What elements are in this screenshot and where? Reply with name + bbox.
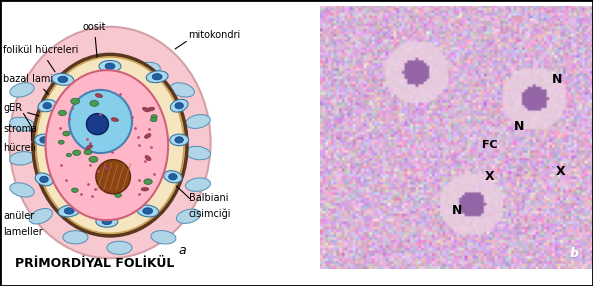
Ellipse shape [58,140,64,144]
Ellipse shape [33,54,187,236]
Text: b: b [569,247,578,260]
Ellipse shape [29,208,52,224]
Ellipse shape [10,183,34,197]
Ellipse shape [38,100,56,112]
Ellipse shape [170,99,188,112]
Ellipse shape [58,76,68,83]
Ellipse shape [137,205,158,217]
Text: stroma: stroma [3,124,37,134]
Ellipse shape [71,98,79,104]
Ellipse shape [63,231,88,244]
Ellipse shape [106,160,113,164]
Ellipse shape [186,115,211,128]
Ellipse shape [9,27,211,258]
Ellipse shape [52,74,74,85]
Ellipse shape [72,188,78,192]
Text: hücreleri: hücreleri [3,143,46,153]
Ellipse shape [9,152,34,165]
Text: N: N [451,204,462,217]
Ellipse shape [147,107,155,111]
Ellipse shape [151,231,176,244]
Text: FC: FC [482,140,497,150]
Ellipse shape [43,102,52,109]
Ellipse shape [141,187,149,191]
Ellipse shape [64,208,74,214]
Ellipse shape [186,178,211,191]
Ellipse shape [87,114,109,135]
Ellipse shape [58,205,80,217]
Ellipse shape [114,191,120,195]
Ellipse shape [142,107,149,112]
Ellipse shape [144,179,152,184]
Text: N: N [552,73,563,86]
Text: X: X [484,170,494,183]
Text: mitokondri: mitokondri [189,30,241,40]
Ellipse shape [103,165,109,170]
Ellipse shape [143,208,152,214]
Ellipse shape [170,134,189,146]
Ellipse shape [34,134,53,146]
Ellipse shape [36,57,184,233]
Text: a: a [178,244,186,257]
Ellipse shape [84,150,92,155]
Ellipse shape [164,171,182,183]
Ellipse shape [115,193,122,197]
Ellipse shape [63,131,70,136]
Ellipse shape [151,117,157,122]
Text: PRİMORDİYAL FOLİKÜL: PRİMORDİYAL FOLİKÜL [15,257,174,270]
Ellipse shape [40,137,48,143]
Ellipse shape [102,218,112,225]
Ellipse shape [107,241,132,254]
Ellipse shape [51,72,75,87]
Ellipse shape [96,216,118,227]
Ellipse shape [73,150,81,156]
Ellipse shape [89,156,98,162]
Ellipse shape [177,209,200,223]
Ellipse shape [152,74,162,80]
Ellipse shape [90,100,98,106]
Ellipse shape [170,83,195,97]
Ellipse shape [99,60,121,72]
Ellipse shape [40,176,48,182]
Text: N: N [514,120,525,133]
Ellipse shape [96,160,130,194]
Ellipse shape [9,117,34,131]
Ellipse shape [58,110,66,116]
Ellipse shape [105,63,115,69]
Ellipse shape [175,137,183,143]
Ellipse shape [35,173,53,186]
Text: Balbiani: Balbiani [189,193,228,203]
Text: gER: gER [3,103,60,122]
Text: lameller: lameller [3,227,43,237]
Ellipse shape [168,174,177,180]
Ellipse shape [145,134,151,138]
Ellipse shape [186,146,211,160]
Ellipse shape [94,57,119,70]
Ellipse shape [145,156,151,161]
Text: folikül hücreleri: folikül hücreleri [3,45,78,72]
Ellipse shape [69,90,132,153]
Ellipse shape [46,70,168,220]
Ellipse shape [151,115,157,119]
Text: anüler: anüler [3,211,34,221]
Text: cisimciği: cisimciği [189,208,231,219]
Text: bazal lamina: bazal lamina [3,74,65,96]
Ellipse shape [175,102,183,109]
Ellipse shape [86,145,93,150]
Ellipse shape [135,62,160,76]
Ellipse shape [111,118,119,122]
Ellipse shape [66,153,71,157]
Ellipse shape [10,83,34,97]
Ellipse shape [146,71,168,83]
Ellipse shape [95,94,103,98]
Text: X: X [556,165,565,178]
Text: oosit: oosit [82,22,106,58]
